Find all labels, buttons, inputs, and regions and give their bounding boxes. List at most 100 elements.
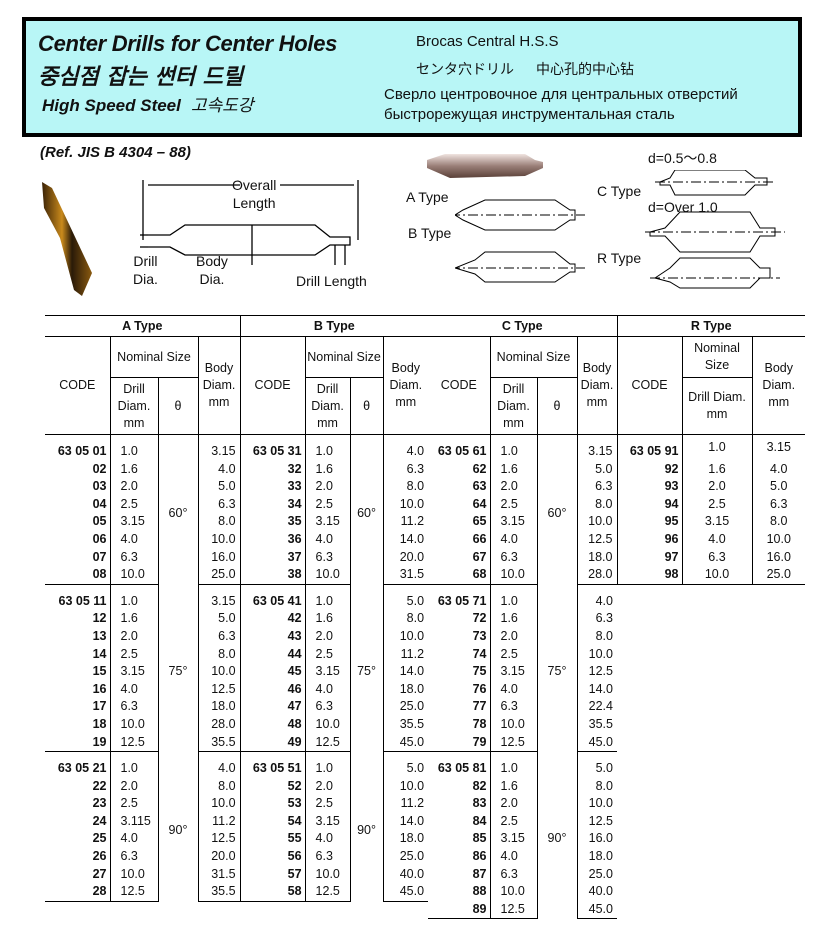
type-header-row: C Type R Type xyxy=(428,315,805,337)
table-row: 08 10.0 25.0 38 10.0 31.5 xyxy=(45,566,429,585)
drill-diam-cell: 4.0 xyxy=(489,530,537,549)
drill-diam-cell: 6.3 xyxy=(304,698,351,716)
code-cell: 16 xyxy=(92,681,107,696)
nominal-size-header: Nominal Size xyxy=(304,336,384,378)
body-diam-header: Body Diam. mm xyxy=(197,336,241,435)
code-cell: 63 05 31 xyxy=(239,434,306,461)
body-diam-header: Body Diam. mm xyxy=(382,336,429,435)
header-row: CODE Nominal Size Body Diam. mm CODE Nominal… xyxy=(45,336,429,435)
body-diam-cell: 16.0 xyxy=(197,548,241,567)
standard-reference: (Ref. JIS B 4304 – 88) xyxy=(40,144,191,161)
body-diam-cell: 28.0 xyxy=(197,715,241,734)
angle-cell: 60° xyxy=(536,434,577,585)
drill-diam-cell: 2.5 xyxy=(109,645,158,664)
body-diam-cell: 4.0 xyxy=(197,751,241,778)
drill-diam-cell: 3.15 xyxy=(109,513,158,531)
table-row: 23 2.5 10.0 53 2.5 11.2 xyxy=(45,795,429,813)
body-diam-cell: 35.5 xyxy=(197,733,241,753)
title-japanese: センタ穴ドリル xyxy=(416,62,514,78)
table-row: 13 2.0 6.3 43 2.0 10.0 xyxy=(45,627,429,646)
code-cell: 45 xyxy=(239,663,306,681)
drill-diam-header: Drill Diam. mm xyxy=(489,377,537,435)
angle-cell: 90° xyxy=(536,751,577,919)
code-cell: 96 xyxy=(616,530,682,549)
body-diam-cell: 35.5 xyxy=(197,883,241,902)
code-cell: 44 xyxy=(239,645,306,664)
code-cell: 18 xyxy=(92,716,107,731)
angle-cell: 75° xyxy=(157,584,198,752)
code-cell: 83 xyxy=(472,796,487,811)
angle-cell: 90° xyxy=(349,751,384,902)
title-english: Center Drills for Center Holes xyxy=(38,31,338,56)
body-diam-cell: 25.0 xyxy=(576,865,617,884)
table-row: 63 05 71 1.0 75° 4.0 xyxy=(428,584,805,752)
table-row: 63 05 21 1.0 90° 4.0 63 05 51 1.0 90° 5.0 xyxy=(45,751,429,902)
table-row: 86 4.0 18.0 xyxy=(428,848,805,866)
body-diam-cell: 28.0 xyxy=(576,566,617,585)
body-diam-cell: 45.0 xyxy=(576,733,617,753)
title-banner: Center Drills for Center Holes 중심점 잡는 썬터… xyxy=(22,17,802,137)
drill-diam-cell: 10.0 xyxy=(681,566,752,585)
code-cell: 23 xyxy=(92,796,107,811)
angle-cell: 60° xyxy=(349,434,384,585)
code-cell: 92 xyxy=(616,460,682,479)
table-row: 06 4.0 10.0 36 4.0 14.0 xyxy=(45,530,429,549)
body-diam-cell: 12.5 xyxy=(576,530,617,549)
drill-dia-label: Drill Dia. xyxy=(133,253,158,287)
table-row: 85 3.15 16.0 xyxy=(428,830,805,849)
theta-header: θ xyxy=(536,377,577,435)
drill-diam-cell: 4.0 xyxy=(109,530,158,549)
drill-diam-cell: 3.15 xyxy=(304,513,351,531)
body-diam-cell: 3.15 xyxy=(576,434,617,461)
type-name: C Type xyxy=(428,315,617,337)
drill-diam-cell: 1.0 xyxy=(109,584,158,611)
drill-diam-cell: 2.5 xyxy=(489,495,537,514)
body-diam-cell: 8.0 xyxy=(197,777,241,796)
drill-diam-cell: 2.5 xyxy=(489,645,537,664)
drill-diam-cell: 1.6 xyxy=(109,610,158,628)
body-diam-cell: 12.5 xyxy=(197,830,241,849)
body-diam-cell: 14.0 xyxy=(382,812,429,831)
drill-diam-header: Drill Diam. mm xyxy=(681,377,752,435)
table-row: 26 6.3 20.0 56 6.3 25.0 xyxy=(45,848,429,866)
title-russian-line-2: быстрорежущая инструментальная сталь xyxy=(384,106,675,123)
code-cell: 42 xyxy=(239,610,306,628)
code-cell: 98 xyxy=(616,566,682,585)
table-row: 24 3.115 11.2 54 3.15 14.0 xyxy=(45,812,429,831)
body-diam-cell: 25.0 xyxy=(751,566,805,585)
drill-diam-cell: 1.6 xyxy=(489,777,537,796)
code-cell: 84 xyxy=(472,813,487,828)
table-row: 17 6.3 18.0 47 6.3 25.0 xyxy=(45,698,429,716)
dimension-diagram xyxy=(140,180,359,265)
drill-diam-cell: 1.0 xyxy=(489,751,537,778)
code-cell: 12 xyxy=(92,611,107,626)
table-row: 82 1.6 8.0 xyxy=(428,777,805,796)
code-cell: 67 xyxy=(472,549,487,564)
table-row: 14 2.5 8.0 44 2.5 11.2 xyxy=(45,645,429,664)
drill-diam-cell: 6.3 xyxy=(489,865,537,884)
drill-diam-cell: 2.0 xyxy=(681,478,752,496)
drill-diam-cell: 3.15 xyxy=(109,663,158,681)
code-cell: 63 05 51 xyxy=(239,751,306,778)
angle-cell: 75° xyxy=(349,584,384,752)
drill-diam-cell: 4.0 xyxy=(304,530,351,549)
body-diam-cell: 6.3 xyxy=(197,627,241,646)
code-cell: 33 xyxy=(239,478,306,496)
code-cell: 49 xyxy=(239,733,306,753)
code-cell: 85 xyxy=(472,831,487,846)
code-cell: 89 xyxy=(428,900,490,920)
drill-diam-cell: 2.5 xyxy=(109,495,158,514)
drill-diam-cell: 6.3 xyxy=(109,548,158,567)
body-diam-cell: 8.0 xyxy=(576,627,617,646)
code-cell: 94 xyxy=(616,495,682,514)
table-row: 22 2.0 8.0 52 2.0 10.0 xyxy=(45,777,429,796)
table-row: 27 10.0 31.5 57 10.0 40.0 xyxy=(45,865,429,884)
code-cell: 63 05 81 xyxy=(437,761,487,776)
drill-diam-cell: 12.5 xyxy=(489,733,537,753)
table-row: 77 6.3 22.4 xyxy=(428,698,805,716)
drill-length-label: Drill Length xyxy=(296,273,367,289)
code-cell: 38 xyxy=(239,566,306,585)
table-row: 63 05 01 1.0 60° 3.15 63 05 31 1.0 60° 4.0 xyxy=(45,434,429,585)
body-diam-cell: 12.5 xyxy=(576,812,617,831)
header-row: CODE Nominal Size Body Diam. mm CODE Nominal… xyxy=(428,336,805,435)
